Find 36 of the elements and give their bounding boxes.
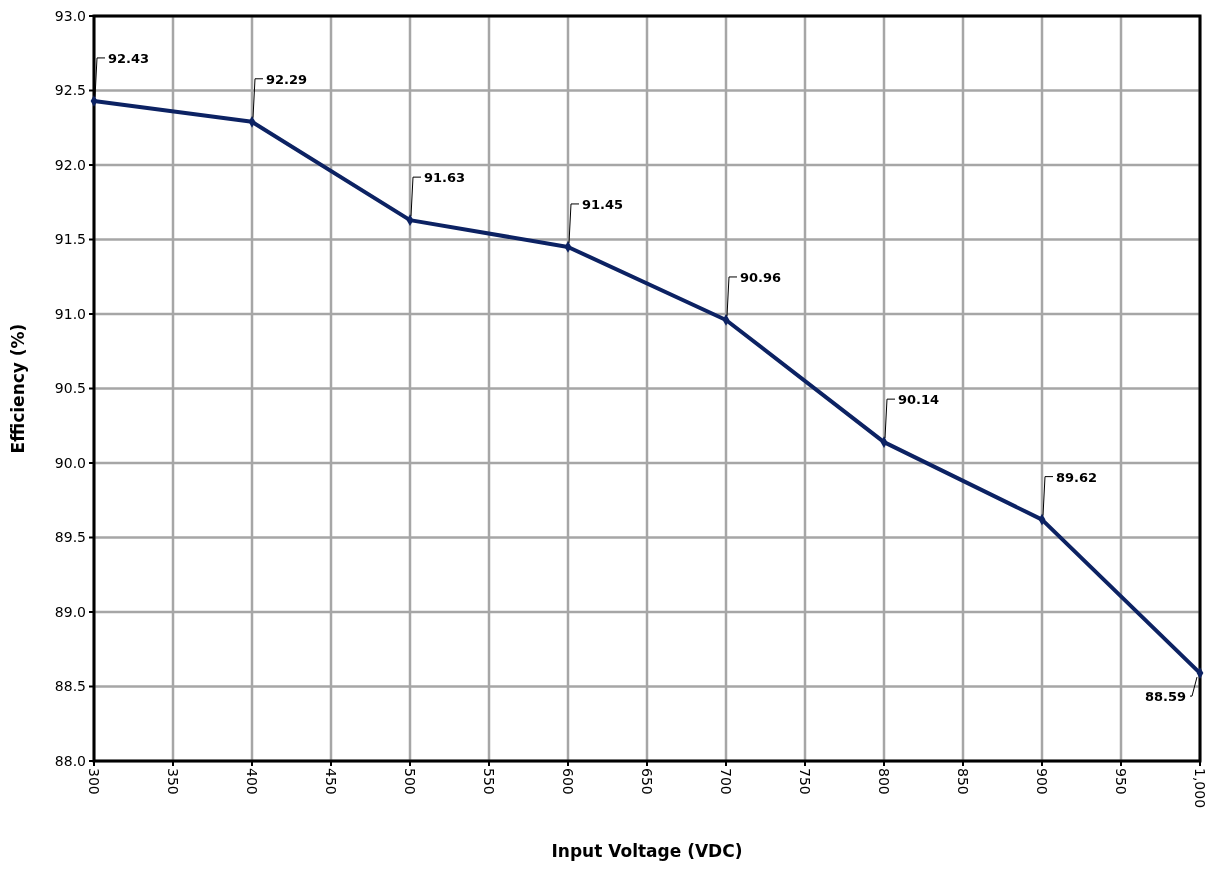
y-tick-label: 88.5	[54, 678, 86, 695]
y-tick-label: 91.5	[54, 231, 86, 248]
x-tick-label: 900	[1034, 768, 1051, 795]
y-tick-label: 90.5	[54, 380, 86, 397]
data-label: 88.59	[1144, 689, 1186, 705]
y-tick-label: 90.0	[54, 454, 86, 471]
x-tick-label: 600	[560, 768, 577, 795]
x-tick-label: 450	[323, 768, 340, 795]
x-tick-label: 1,000	[1192, 768, 1209, 809]
y-tick-label: 89.0	[54, 603, 86, 620]
x-tick-label: 950	[1113, 768, 1130, 795]
x-tick-label: 500	[402, 768, 419, 795]
data-label: 91.63	[424, 170, 466, 186]
y-axis-title: Efficiency (%)	[8, 323, 28, 454]
y-tick-label: 88.0	[54, 752, 86, 769]
x-axis-title: Input Voltage (VDC)	[551, 841, 743, 861]
data-label: 92.29	[266, 71, 308, 87]
data-label: 91.45	[582, 196, 624, 212]
x-tick-label: 300	[86, 768, 103, 795]
y-tick-label: 92.5	[54, 82, 86, 99]
data-label: 90.96	[740, 269, 782, 285]
data-label: 90.14	[898, 392, 940, 408]
data-label: 89.62	[1056, 469, 1098, 485]
data-label: 92.43	[108, 50, 150, 66]
x-tick-label: 650	[639, 768, 656, 795]
x-tick-label: 700	[718, 768, 735, 795]
y-tick-label: 89.5	[54, 529, 86, 546]
x-tick-label: 350	[165, 768, 182, 795]
x-tick-label: 800	[876, 768, 893, 795]
x-tick-label: 850	[955, 768, 972, 795]
y-tick-label: 92.0	[54, 156, 86, 173]
y-tick-label: 91.0	[54, 305, 86, 322]
x-tick-label: 400	[244, 768, 261, 795]
x-tick-label: 550	[481, 768, 498, 795]
y-tick-label: 93.0	[54, 7, 86, 24]
x-tick-label: 750	[797, 768, 814, 795]
